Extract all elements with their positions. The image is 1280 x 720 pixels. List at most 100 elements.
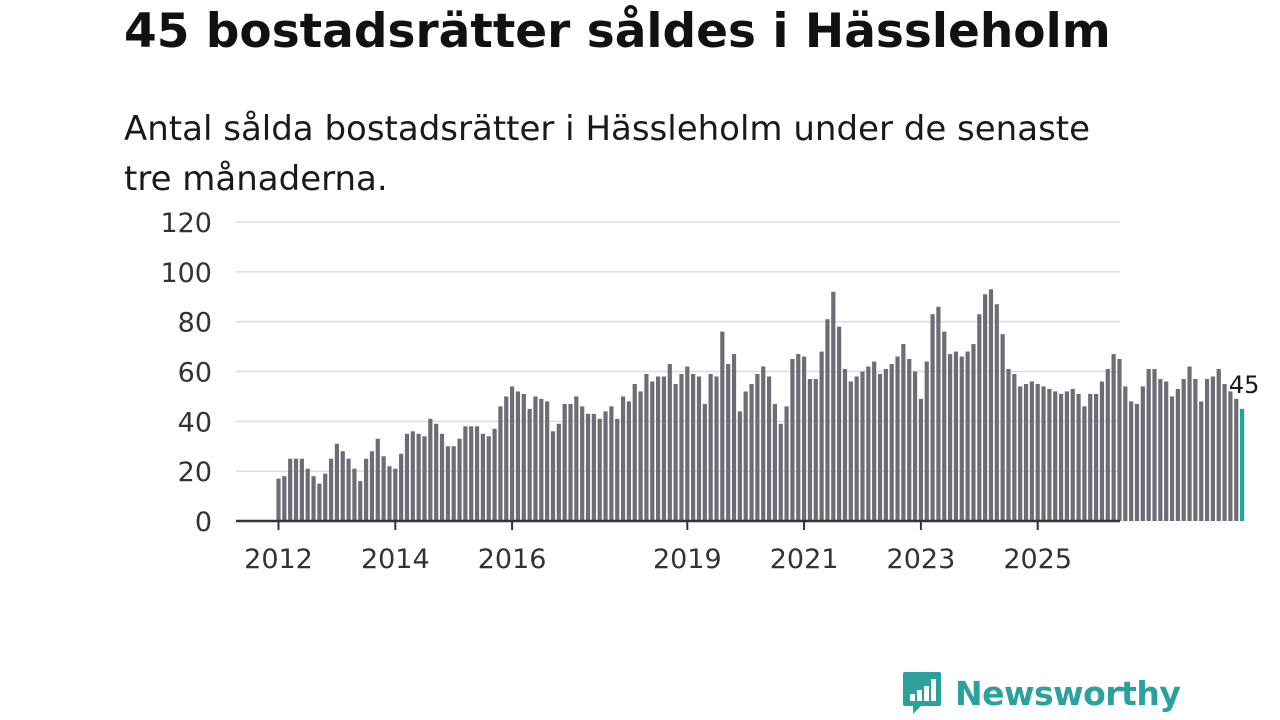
bar [299,458,304,521]
bar [451,446,456,521]
bar [515,391,521,521]
bar [340,451,345,521]
bar [901,344,906,521]
bar [550,431,556,521]
y-tick-label: 20 [178,457,212,488]
bar [1181,378,1186,521]
bar [545,401,550,521]
bar [387,466,392,521]
bar [796,354,801,521]
bar [293,458,299,521]
bar [1204,378,1210,521]
bar [469,426,474,521]
bar [527,408,532,522]
bar [393,468,398,521]
bar [562,403,567,521]
bar [317,483,322,522]
bar [1228,386,1233,521]
bar [1234,398,1239,521]
bar [597,418,602,521]
bar [942,331,947,521]
bar [1134,403,1140,521]
y-tick-label: 100 [160,258,212,289]
bar [1146,369,1151,521]
bar [1023,383,1029,521]
bar [1070,388,1075,521]
bar [1035,383,1040,521]
bar [1053,391,1058,521]
bar [766,376,772,521]
bar [568,403,573,521]
bar [591,413,596,521]
bar [510,386,515,521]
bar [702,403,707,521]
brand-logo: Newsworthy [901,670,1181,716]
bar [416,433,421,521]
bar [288,458,293,521]
bar [1029,381,1034,521]
newsworthy-logo-icon [903,672,941,714]
bar [504,396,509,521]
y-tick-label: 40 [178,407,212,438]
bar [924,361,929,521]
bar [463,426,468,521]
brand-name: Newsworthy [955,673,1181,713]
bar [977,314,982,521]
bar [813,378,818,521]
bar [1117,359,1122,521]
bar [457,438,462,521]
y-tick-label: 120 [160,208,212,239]
bar [1222,383,1227,521]
bar [983,294,988,521]
bar [1076,393,1081,521]
bar [1164,381,1169,521]
bar [1158,378,1163,521]
bar [755,373,760,521]
bar [626,401,631,521]
bar [749,383,754,521]
bar [428,418,433,521]
bar [831,291,836,521]
bar [369,451,375,521]
bar [936,306,941,521]
bar [872,361,877,521]
bar [807,378,813,521]
bar [959,356,964,521]
last-value-label: 45 [1229,371,1260,399]
bar [1199,401,1204,521]
bar [399,453,404,521]
x-tick-label: 2025 [1003,544,1072,575]
bar [650,381,655,521]
bar [533,396,538,521]
bar [971,344,976,521]
bar [1129,401,1134,521]
bar [305,468,310,521]
bar [837,326,842,521]
bar [539,398,544,521]
bar [761,366,766,521]
bar [1012,373,1017,521]
bar [615,418,620,521]
bar [1088,393,1093,521]
bar [866,366,871,521]
bar [632,383,637,521]
bar [585,413,591,521]
bar [679,373,684,521]
bar [802,356,807,521]
bar [778,423,783,521]
bar [842,369,848,521]
bar [673,383,678,521]
bar [772,403,777,521]
bar [638,391,643,521]
bar [492,428,497,521]
bar [574,396,579,521]
x-tick-label: 2023 [887,544,956,575]
bar [352,468,357,521]
y-tick-label: 80 [178,308,212,339]
bar [1082,406,1087,521]
bar [784,406,789,521]
bar [877,373,883,521]
bar [404,433,410,521]
bar [486,436,491,521]
